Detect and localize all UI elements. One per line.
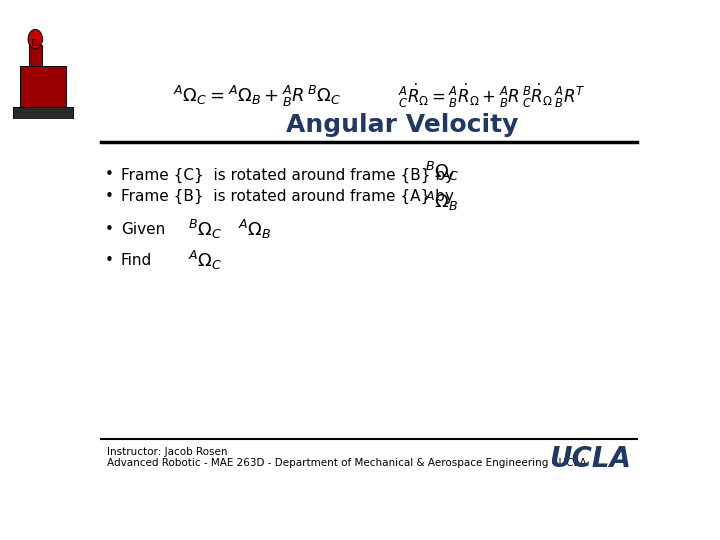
Text: ${}^{B}\Omega_C \quad {}^{A}\Omega_B$: ${}^{B}\Omega_C \quad {}^{A}\Omega_B$ — [188, 218, 271, 241]
Text: Given: Given — [121, 221, 165, 237]
Text: ${}^{A}\Omega_B$: ${}^{A}\Omega_B$ — [425, 190, 459, 213]
Bar — [13, 107, 73, 119]
Circle shape — [28, 29, 42, 49]
Text: Angular Velocity: Angular Velocity — [287, 113, 518, 137]
Text: •: • — [105, 189, 114, 204]
Text: ${}^{A}_{C}\dot{R}_{\Omega} = {}^{A}_{B}\dot{R}_{\Omega} + {}^{A}_B R\, {}^{B}_{: ${}^{A}_{C}\dot{R}_{\Omega} = {}^{A}_{B}… — [398, 82, 585, 110]
Text: Find: Find — [121, 253, 152, 268]
Bar — [32, 39, 39, 45]
Text: UCLA: UCLA — [549, 444, 631, 472]
Text: ${}^{B}\Omega_C$: ${}^{B}\Omega_C$ — [425, 160, 459, 183]
Text: •: • — [105, 167, 114, 183]
Text: Frame {B}  is rotated around frame {A} by: Frame {B} is rotated around frame {A} by — [121, 189, 454, 204]
Text: •: • — [105, 221, 114, 237]
Text: ${}^{A}\Omega_C$: ${}^{A}\Omega_C$ — [188, 249, 222, 272]
Bar — [20, 66, 66, 107]
Text: Advanced Robotic - MAE 263D - Department of Mechanical & Aerospace Engineering -: Advanced Robotic - MAE 263D - Department… — [107, 458, 586, 468]
Text: Instructor: Jacob Rosen: Instructor: Jacob Rosen — [107, 447, 228, 457]
Bar — [29, 45, 42, 66]
Text: Frame {C}  is rotated around frame {B} by: Frame {C} is rotated around frame {B} by — [121, 167, 454, 183]
Text: •: • — [105, 253, 114, 268]
Text: ${}^{A}\Omega_C = {}^{A}\Omega_B + {}^{A}_B R\, {}^{B}\Omega_C$: ${}^{A}\Omega_C = {}^{A}\Omega_B + {}^{A… — [174, 84, 341, 109]
